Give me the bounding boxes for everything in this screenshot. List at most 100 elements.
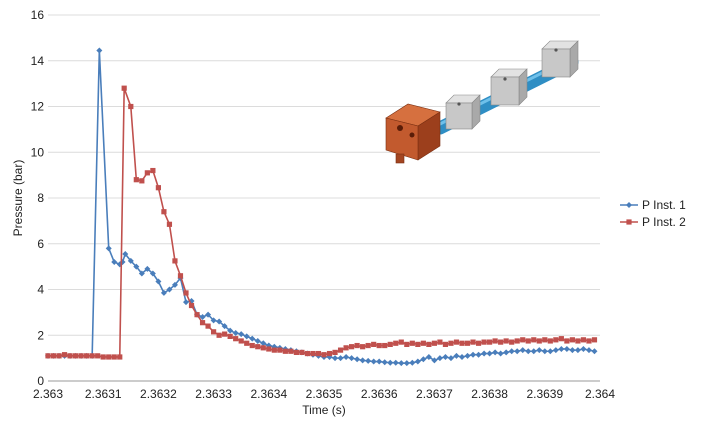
data-point: [509, 339, 515, 345]
data-point: [232, 329, 239, 336]
bolt-dot: [457, 102, 461, 106]
data-point: [166, 221, 173, 227]
data-point: [580, 337, 587, 343]
data-point: [371, 341, 377, 347]
data-point: [139, 178, 145, 184]
data-point: [293, 349, 299, 356]
data-point: [127, 257, 134, 264]
data-point: [564, 338, 570, 344]
data-point: [183, 299, 189, 306]
data-point: [96, 47, 103, 54]
data-point: [337, 347, 344, 353]
data-point: [205, 323, 211, 329]
data-point: [260, 340, 267, 347]
data-point: [106, 354, 112, 360]
legend-label: P Inst. 1: [642, 198, 686, 212]
data-point: [420, 356, 427, 363]
data-point: [431, 357, 438, 364]
data-point: [409, 340, 415, 346]
data-point: [354, 342, 360, 349]
x-tick-label: 2.3635: [306, 387, 343, 401]
data-point: [387, 359, 394, 366]
x-tick-label: 2.3631: [85, 387, 122, 401]
data-point: [227, 327, 234, 334]
pipe-assembly-illustration: [385, 40, 579, 164]
data-point: [409, 359, 416, 366]
data-point: [149, 270, 156, 277]
data-point: [238, 338, 244, 344]
data-point: [199, 320, 206, 326]
data-point: [221, 323, 228, 330]
y-tick-label: 6: [37, 237, 44, 251]
data-point: [585, 347, 592, 354]
data-point: [542, 337, 548, 343]
data-point: [470, 351, 477, 358]
data-point: [50, 353, 57, 359]
data-point: [304, 350, 311, 357]
data-point: [426, 341, 432, 347]
data-point: [133, 263, 140, 270]
data-point: [260, 345, 266, 351]
data-point: [415, 341, 421, 347]
data-point: [216, 332, 222, 338]
x-tick-label: 2.3636: [361, 387, 398, 401]
data-point: [464, 340, 471, 346]
legend: P Inst. 1 P Inst. 2: [620, 198, 686, 229]
data-point: [56, 353, 62, 359]
series-layer: [45, 47, 598, 367]
data-point: [155, 185, 161, 191]
data-point: [277, 347, 283, 353]
data-point: [393, 340, 399, 346]
data-point: [216, 318, 223, 325]
data-point: [503, 349, 510, 356]
data-point: [453, 352, 460, 359]
data-point: [404, 341, 410, 347]
x-tick-labels: 2.363 2.3631 2.3632 2.3633 2.3634 2.3635 2.363…: [33, 387, 615, 401]
data-point: [194, 312, 200, 318]
data-point: [569, 347, 576, 354]
data-point: [486, 350, 493, 357]
data-point: [437, 339, 443, 345]
data-point: [552, 347, 559, 354]
data-point: [61, 352, 68, 358]
data-point: [382, 342, 388, 349]
data-point: [525, 338, 531, 344]
y-tick-label: 12: [31, 100, 45, 114]
data-point: [547, 348, 554, 355]
data-point: [442, 353, 449, 360]
data-point: [233, 336, 239, 342]
x-tick-label: 2.3633: [195, 387, 232, 401]
x-tick-label: 2.3634: [250, 387, 287, 401]
data-point: [370, 358, 377, 365]
legend-marker: [626, 219, 632, 225]
flange-block: [445, 94, 481, 130]
data-point: [315, 350, 322, 357]
data-point: [183, 290, 189, 296]
data-point: [199, 313, 206, 320]
data-point: [332, 349, 338, 356]
data-point: [238, 331, 245, 338]
data-point: [530, 348, 537, 355]
data-point: [310, 350, 316, 357]
port-hole: [397, 125, 403, 131]
data-point: [360, 344, 366, 350]
data-point: [354, 356, 361, 363]
data-point: [392, 359, 399, 366]
data-point: [321, 352, 327, 358]
data-point: [514, 348, 521, 355]
data-point: [497, 350, 504, 357]
x-tick-label: 2.3637: [416, 387, 453, 401]
flange-block: [490, 68, 528, 106]
data-point: [575, 338, 581, 344]
data-point: [288, 348, 294, 354]
data-point: [536, 347, 543, 354]
x-tick-label: 2.363: [33, 387, 63, 401]
data-point: [376, 342, 382, 349]
data-point: [343, 345, 349, 351]
data-point: [282, 348, 288, 354]
data-point: [121, 85, 127, 91]
data-point: [492, 349, 499, 356]
data-point: [160, 289, 167, 296]
x-tick-label: 2.364: [585, 387, 615, 401]
